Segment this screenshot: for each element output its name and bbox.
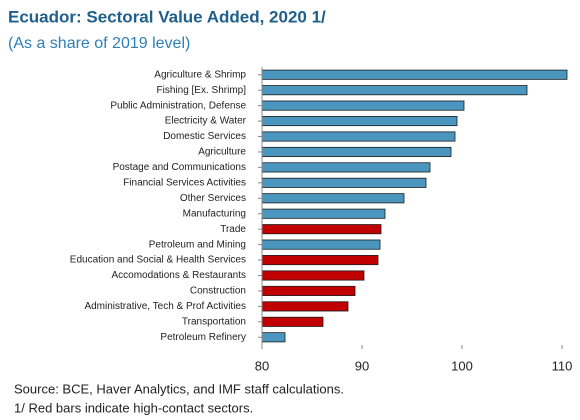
y-tick-label: Trade	[220, 224, 246, 235]
y-tick-label: Public Administration, Defense	[110, 100, 246, 111]
bar	[261, 239, 381, 250]
bar	[261, 316, 324, 327]
y-tick-label: Agriculture & Shrimp	[154, 69, 246, 80]
bar	[261, 208, 386, 219]
x-tick-label: 90	[355, 358, 369, 373]
y-tick-label: Financial Services Activities	[123, 177, 246, 188]
bar	[261, 177, 427, 188]
y-tick-label: Other Services	[180, 193, 246, 204]
y-tick-label: Fishing [Ex. Shrimp]	[157, 85, 247, 96]
x-tick-label: 100	[451, 358, 473, 373]
chart-title: Ecuador: Sectoral Value Added, 2020 1/	[8, 7, 326, 26]
bar	[261, 332, 286, 343]
y-tick-label: Petroleum Refinery	[160, 332, 246, 343]
y-tick-label: Petroleum and Mining	[149, 239, 246, 250]
bar	[261, 285, 356, 296]
bar	[261, 255, 379, 266]
bar	[261, 162, 431, 173]
footnote: 1/ Red bars indicate high-contact sector…	[14, 400, 253, 415]
y-tick-label: Manufacturing	[183, 208, 246, 219]
y-tick-label: Electricity & Water	[165, 116, 247, 127]
y-tick-label: Accomodations & Restaurants	[111, 270, 246, 281]
bar	[261, 69, 568, 80]
y-tick-label: Agriculture	[198, 147, 246, 158]
y-tick-label: Administrative, Tech & Prof Activities	[84, 301, 246, 312]
x-tick-label: 80	[255, 358, 269, 373]
y-tick-label: Education and Social & Health Services	[70, 255, 246, 266]
y-tick-label: Construction	[190, 286, 246, 297]
y-tick-label: Postage and Communications	[113, 162, 246, 173]
bar	[261, 270, 365, 281]
y-tick-label: Transportation	[182, 316, 246, 327]
source-note: Source: BCE, Haver Analytics, and IMF st…	[14, 381, 344, 396]
bar	[261, 193, 405, 204]
bar	[261, 301, 349, 312]
chart-subtitle: (As a share of 2019 level)	[8, 35, 190, 52]
bar	[261, 116, 458, 127]
bar	[261, 85, 528, 96]
bar	[261, 131, 456, 142]
bar	[261, 146, 452, 157]
x-tick-label: 110	[552, 358, 573, 373]
bar	[261, 224, 382, 235]
y-tick-label: Domestic Services	[163, 131, 246, 142]
bar	[261, 100, 465, 111]
